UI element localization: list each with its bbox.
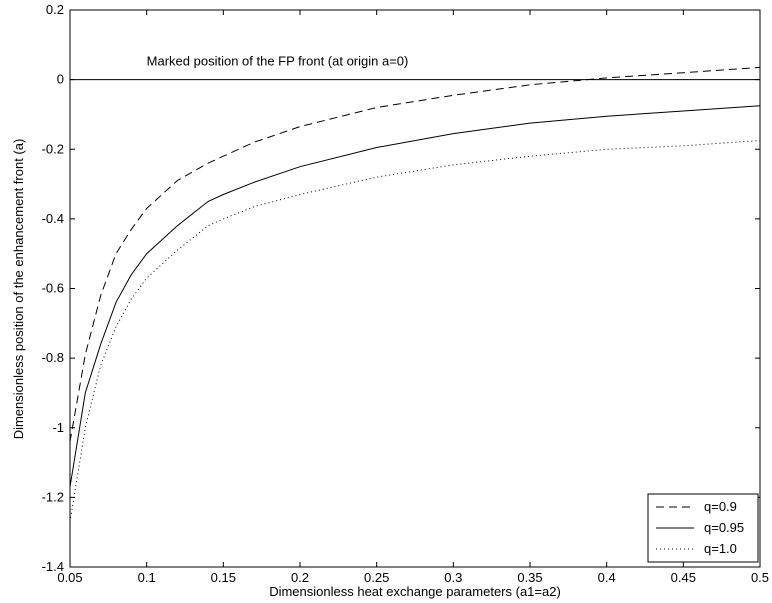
- y-tick-label: -0.8: [42, 350, 64, 365]
- x-ticks: 0.05 0.1 0.15 0.2 0.25 0.3 0.35 0.4 0.45 0.5: [57, 10, 769, 585]
- annotation-text: Marked position of the FP front (at orig…: [147, 54, 409, 69]
- x-tick-label: 0.25: [364, 570, 389, 585]
- x-tick-label: 0.3: [444, 570, 462, 585]
- y-tick-label: -1.4: [42, 559, 64, 574]
- y-tick-label: -0.4: [42, 211, 64, 226]
- x-axis-label: Dimensionless heat exchange parameters (…: [269, 584, 561, 599]
- y-tick-label: -1.2: [42, 489, 64, 504]
- y-tick-label: 0: [57, 72, 64, 87]
- x-tick-label: 0.4: [598, 570, 616, 585]
- x-tick-label: 0.5: [751, 570, 769, 585]
- legend: q=0.9 q=0.95 q=1.0: [647, 493, 759, 563]
- plot-area: [69, 9, 761, 568]
- series-layer: [69, 66, 761, 522]
- legend-label: q=0.9: [704, 499, 737, 514]
- x-tick-label: 0.15: [211, 570, 236, 585]
- legend-label: q=0.95: [704, 520, 744, 535]
- y-axis-label: Dimensionless position of the enhancemen…: [11, 139, 26, 440]
- x-tick-label: 0.1: [138, 570, 156, 585]
- x-tick-label: 0.2: [291, 570, 309, 585]
- y-ticks: 0.2 0 -0.2 -0.4 -0.6 -0.8 -1 -1.2 -1.4: [42, 2, 760, 574]
- x-tick-label: 0.35: [517, 570, 542, 585]
- series-line-1: [69, 66, 761, 442]
- y-tick-label: -0.6: [42, 281, 64, 296]
- y-tick-label: 0.2: [46, 2, 64, 17]
- y-tick-label: -1: [52, 420, 64, 435]
- x-tick-label: 0.05: [57, 570, 82, 585]
- y-tick-label: -0.2: [42, 141, 64, 156]
- series-line-2: [69, 105, 761, 487]
- series-line-3: [69, 140, 761, 522]
- legend-label: q=1.0: [704, 541, 737, 556]
- x-tick-label: 0.45: [671, 570, 696, 585]
